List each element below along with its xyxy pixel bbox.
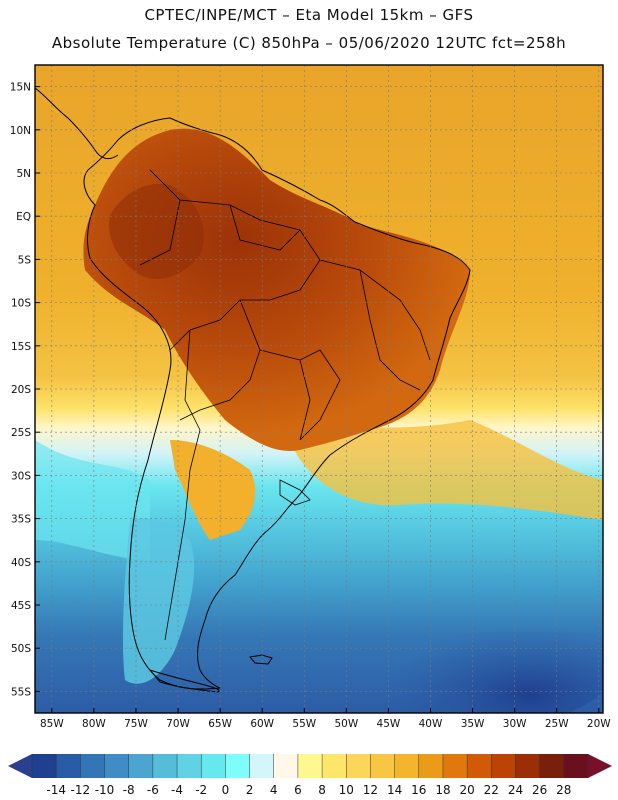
title-line-1: CPTEC/INPE/MCT – Eta Model 15km – GFS: [144, 6, 474, 24]
country-borders: [139, 169, 431, 641]
lat-label: 55S: [11, 686, 31, 698]
lon-label: 65W: [208, 718, 232, 730]
longitude-labels: 85W 80W 75W 70W 65W 60W 55W 50W 45W 40W 35W 30W 25W 2…: [40, 708, 611, 730]
lat-label: 10S: [11, 298, 31, 310]
colorbar-swatch: [322, 754, 347, 778]
lon-label: 25W: [545, 718, 569, 730]
colorbar-swatch: [56, 754, 81, 778]
colorbar-label: 22: [484, 783, 499, 797]
coastlines: [35, 87, 471, 693]
cold-pacific-band: [35, 440, 150, 560]
colorbar-swatch: [128, 754, 154, 778]
lat-lon-grid: [35, 65, 603, 713]
colorbar-label: -2: [195, 783, 207, 797]
title-line-2: Absolute Temperature (C) 850hPa – 05/06/…: [51, 34, 567, 52]
colorbar-label: 10: [339, 783, 354, 797]
colorbar-swatch: [152, 754, 178, 778]
lon-label: 30W: [503, 718, 527, 730]
colorbar-min-arrow: [8, 754, 32, 778]
colorbar-swatch: [346, 754, 371, 778]
colorbar-label: 14: [387, 783, 402, 797]
colorbar: -14 -12 -10 -8 -6 -4 -2 0 2 4 6 8 10 12 14 16 18 20 22 24 26…: [8, 754, 612, 797]
colorbar-label: 6: [294, 783, 302, 797]
lon-label: 70W: [166, 718, 190, 730]
colorbar-swatch: [32, 754, 57, 778]
lat-label: 45S: [11, 600, 31, 612]
lat-label: 30S: [11, 470, 31, 482]
colorbar-label: 8: [318, 783, 326, 797]
lon-label: 50W: [334, 718, 358, 730]
south-america-coastline: [83, 117, 471, 690]
colorbar-label: -4: [171, 783, 183, 797]
colorbar-swatch: [418, 754, 444, 778]
tierra-del-fuego: [148, 668, 220, 693]
lon-label: 20W: [587, 718, 611, 730]
lat-label: 5S: [18, 254, 32, 266]
colorbar-label: 0: [222, 783, 230, 797]
colorbar-swatch: [515, 754, 541, 778]
colorbar-label: 24: [508, 783, 523, 797]
colorbar-label: -12: [71, 783, 91, 797]
colorbar-swatch: [491, 754, 516, 778]
temperature-field: [35, 65, 603, 713]
lat-label: 10N: [10, 125, 31, 137]
colorbar-swatch: [273, 754, 299, 778]
colorbar-swatch: [442, 754, 468, 778]
colorbar-label: -8: [123, 783, 135, 797]
lon-label: 55W: [292, 718, 316, 730]
warm-ocean-tongue: [290, 420, 603, 520]
central-america-coastline: [35, 87, 119, 160]
colorbar-swatch: [201, 754, 226, 778]
lon-label: 45W: [377, 718, 401, 730]
colorbar-swatch: [80, 754, 106, 778]
colorbar-swatch: [297, 754, 323, 778]
colorbar-label: 4: [270, 783, 278, 797]
lat-label: 40S: [11, 557, 31, 569]
colorbar-max-arrow: [588, 754, 612, 778]
colorbar-label: -6: [147, 783, 159, 797]
very-hot-core: [109, 183, 204, 279]
colorbar-swatch: [539, 754, 565, 778]
colorbar-swatch: [467, 754, 492, 778]
colorbar-label: 12: [363, 783, 378, 797]
colorbar-swatch: [249, 754, 275, 778]
lon-label: 60W: [250, 718, 274, 730]
cold-core-atlantic: [320, 590, 603, 713]
colorbar-label: 16: [411, 783, 426, 797]
lon-label: 40W: [419, 718, 443, 730]
colorbar-label: 28: [556, 783, 571, 797]
lat-label: 5N: [16, 168, 31, 180]
lat-label: 50S: [11, 643, 31, 655]
lat-label: 15S: [11, 341, 31, 353]
colorbar-label: -10: [95, 783, 115, 797]
lat-label: 25S: [11, 427, 31, 439]
colorbar-swatch: [563, 754, 589, 778]
lon-label: 85W: [40, 718, 64, 730]
latitude-labels: 15N 10N 5N EQ 5S 10S 15S 20S 25S 30S 35S 40S 45S 50S 5…: [10, 82, 40, 698]
colorbar-label: -14: [46, 783, 66, 797]
colorbar-swatch: [394, 754, 420, 778]
lon-label: 75W: [124, 718, 148, 730]
lat-label: 35S: [11, 514, 31, 526]
falkland-islands: [249, 654, 273, 665]
colorbar-label: 20: [459, 783, 474, 797]
cool-southern-land: [122, 518, 195, 684]
colorbar-swatch: [104, 754, 130, 778]
colorbar-swatch: [225, 754, 251, 778]
colorbar-label: 26: [532, 783, 547, 797]
colorbar-label: 2: [246, 783, 254, 797]
lon-label: 35W: [461, 718, 485, 730]
lat-label: 15N: [10, 82, 31, 94]
lat-label: EQ: [16, 211, 31, 223]
colorbar-swatch: [370, 754, 396, 778]
lat-label: 20S: [11, 384, 31, 396]
colorbar-swatch: [177, 754, 202, 778]
lon-label: 80W: [82, 718, 106, 730]
colorbar-label: 18: [435, 783, 450, 797]
